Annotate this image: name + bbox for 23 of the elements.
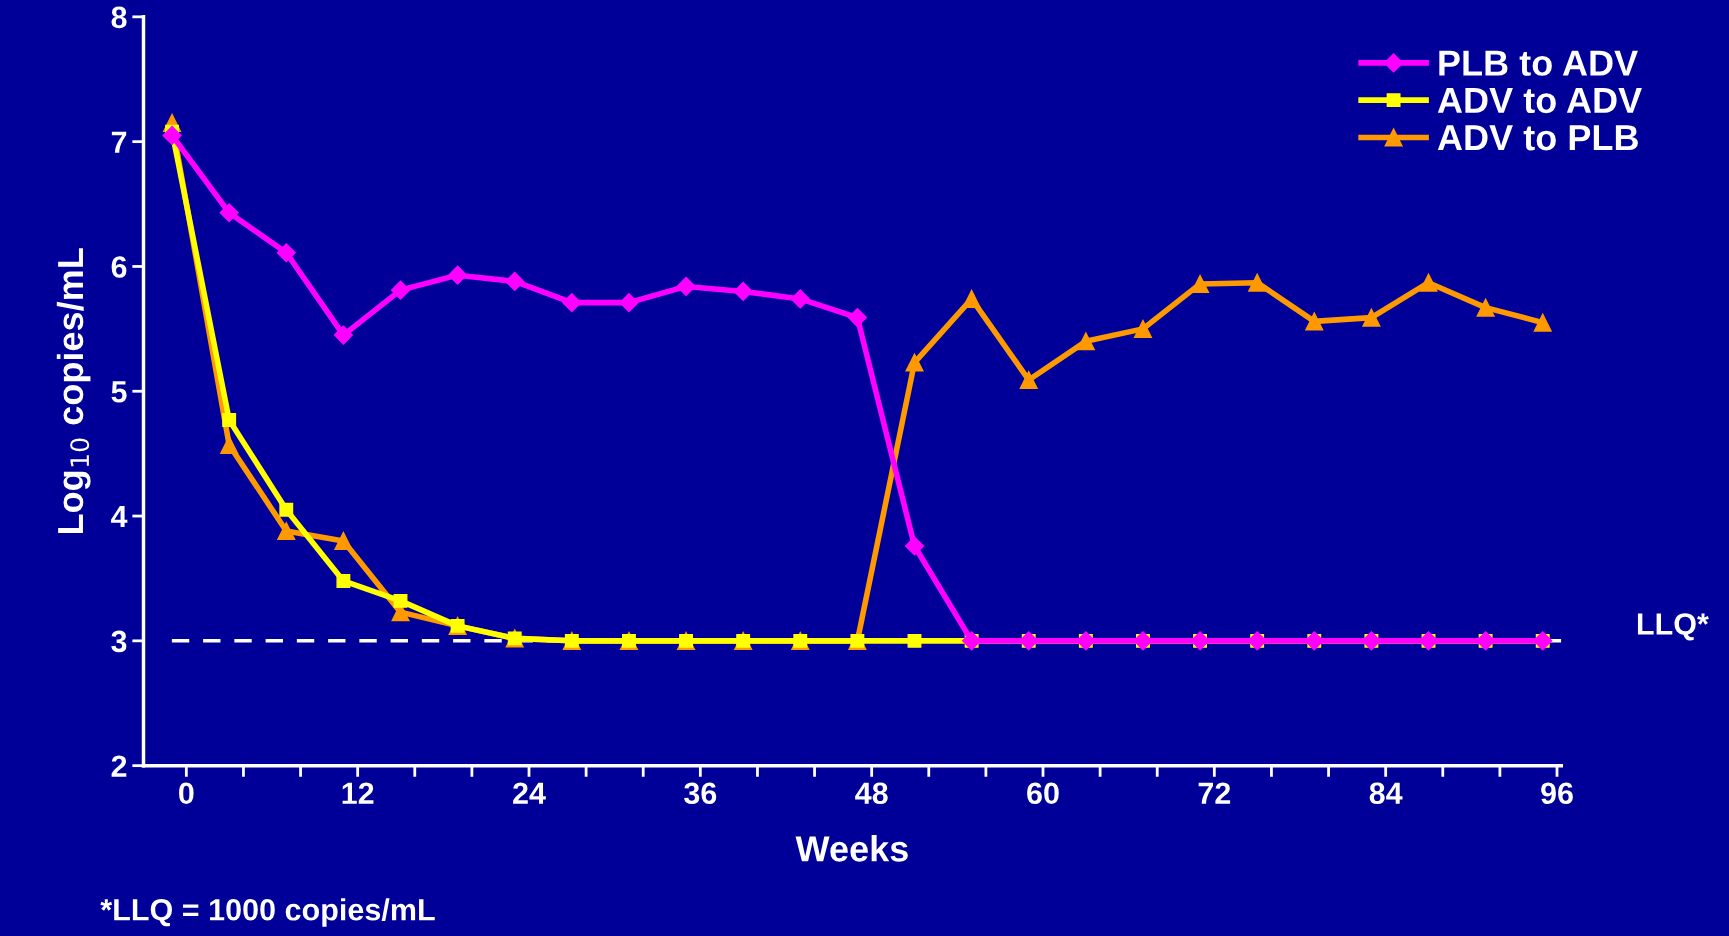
x-tick-label: 96	[1541, 782, 1573, 805]
x-axis-title: Weeks	[795, 835, 908, 862]
x-tick-label: 24	[513, 782, 546, 804]
x-tick-label: 60	[1027, 782, 1059, 805]
y-tick-label: 2	[111, 755, 127, 777]
y-axis-title: Log$_{10}$ copies/mL	[56, 248, 91, 534]
legend-label: PLB to ADV	[1439, 50, 1638, 76]
legend-label: ADV to PLB	[1437, 125, 1638, 151]
x-tick-label: 84	[1369, 782, 1403, 805]
y-tick-label: 4	[111, 506, 128, 528]
x-tick-label: 36	[684, 782, 717, 805]
x-tick-label: 12	[342, 782, 374, 804]
y-tick-label: 7	[111, 131, 127, 153]
y-tick-label: 6	[111, 256, 127, 278]
y-tick-label: 3	[111, 630, 127, 653]
y-tick-label: 8	[111, 6, 127, 29]
x-tick-label: 48	[855, 782, 888, 805]
ref-line-label: LLQ*	[1637, 613, 1709, 641]
x-tick-label: 0	[179, 782, 194, 805]
x-tick-label: 72	[1198, 782, 1231, 804]
legend-label: ADV to ADV	[1437, 87, 1642, 114]
y-tick-label: 5	[111, 381, 127, 403]
text: *LLQ = 1000 copies/mL	[100, 898, 435, 927]
